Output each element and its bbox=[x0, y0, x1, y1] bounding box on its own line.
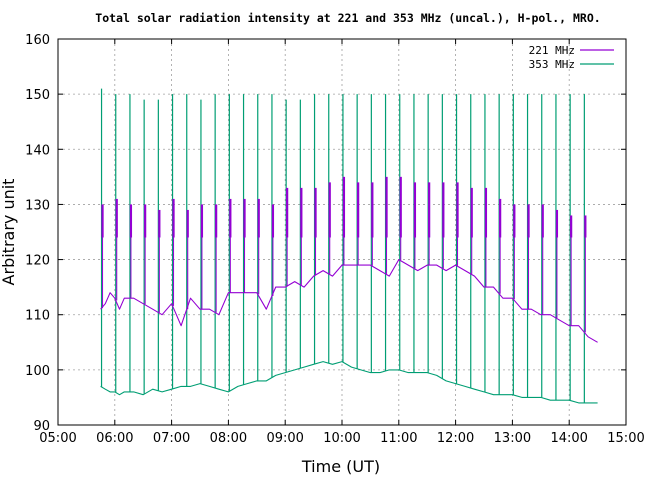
chart-title: Total solar radiation intensity at 221 a… bbox=[95, 11, 600, 25]
tick-labels: 05:00 06:00 07:00 08:00 09:00 10:00 11:00 12:00… bbox=[25, 33, 645, 446]
y-tick-label: 120 bbox=[25, 254, 50, 269]
series-lines bbox=[100, 259, 598, 404]
plot-frame bbox=[57, 38, 627, 426]
x-tick-label: 05:00 bbox=[39, 431, 76, 446]
legend: 221 MHz 353 MHz bbox=[529, 44, 614, 71]
y-tick-label: 150 bbox=[25, 88, 50, 103]
y-tick-label: 140 bbox=[25, 143, 50, 158]
legend-label-353: 353 MHz bbox=[529, 58, 575, 71]
x-tick-label: 09:00 bbox=[266, 431, 303, 446]
x-tick-label: 13:00 bbox=[494, 431, 531, 446]
x-tick-label: 14:00 bbox=[550, 431, 587, 446]
calibration-spikes bbox=[100, 88, 587, 403]
x-tick-label: 08:00 bbox=[210, 431, 247, 446]
x-tick-label: 15:00 bbox=[607, 431, 644, 446]
x-tick-label: 12:00 bbox=[437, 431, 474, 446]
x-axis-label: Time (UT) bbox=[301, 457, 380, 476]
series-line-221 bbox=[100, 259, 598, 343]
series-line-353 bbox=[100, 361, 598, 404]
x-tick-label: 07:00 bbox=[153, 431, 190, 446]
y-tick-label: 160 bbox=[25, 33, 50, 48]
y-tick-label: 130 bbox=[25, 198, 50, 213]
x-tick-label: 11:00 bbox=[380, 431, 417, 446]
x-tick-label: 06:00 bbox=[96, 431, 133, 446]
y-tick-label: 110 bbox=[25, 309, 50, 324]
x-tick-label: 10:00 bbox=[323, 431, 360, 446]
y-tick-label: 90 bbox=[33, 419, 50, 434]
grid bbox=[57, 38, 627, 426]
y-tick-label: 100 bbox=[25, 364, 50, 379]
legend-label-221: 221 MHz bbox=[529, 44, 575, 57]
y-axis-label: Arbitrary unit bbox=[0, 179, 18, 286]
